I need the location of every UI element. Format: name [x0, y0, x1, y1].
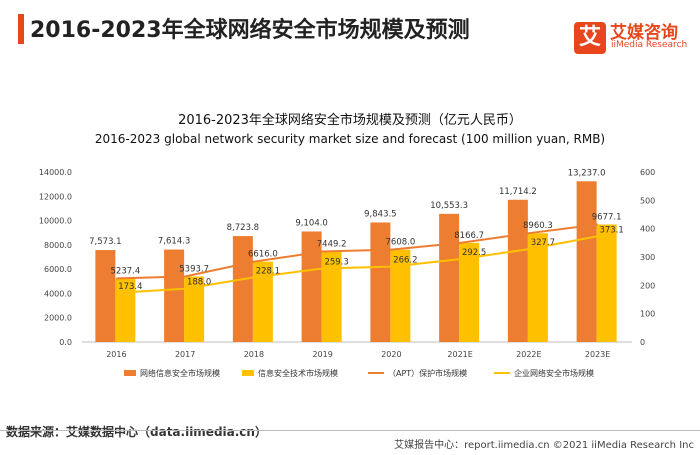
logo-text-en: iiMedia Research	[611, 40, 688, 50]
y-right-tick-label: 0	[640, 338, 645, 347]
x-tick-label: 2016	[106, 350, 126, 359]
legend-label: 信息安全技术市场规模	[258, 368, 338, 378]
y-left-tick-label: 2000.0	[44, 314, 72, 323]
line-enterprise-network-security	[116, 235, 598, 294]
bar-network-info-security	[370, 222, 391, 342]
bar-network-info-security	[164, 249, 185, 342]
iimedia-logo-icon: 艾	[574, 22, 606, 54]
x-tick-label: 2017	[175, 350, 195, 359]
y-right-tick-label: 400	[640, 225, 655, 234]
x-tick-label: 2021E	[447, 350, 472, 359]
data-label-enterprise-network-security: 327.7	[531, 238, 555, 248]
bar-network-info-security	[576, 181, 597, 342]
data-label-network-info-security: 10,553.3	[430, 201, 468, 211]
legend-swatch	[124, 370, 136, 376]
y-left-tick-label: 12000.0	[39, 192, 72, 201]
y-left-tick-label: 14000.0	[39, 168, 72, 177]
title-accent-bar	[18, 14, 24, 44]
data-label-enterprise-network-security: 259.3	[324, 258, 348, 268]
data-label-enterprise-network-security: 266.2	[393, 256, 417, 266]
bar-network-info-security	[95, 250, 116, 342]
y-right-tick-label: 300	[640, 253, 655, 262]
chart-subtitle: 2016-2023 global network security market…	[94, 132, 606, 146]
data-label-network-info-security: 7,614.3	[158, 237, 190, 247]
x-tick-label: 2023E	[585, 350, 610, 359]
data-label-info-security-tech: 5393.7	[179, 265, 209, 275]
data-label-info-security-tech: 6616.0	[248, 250, 278, 260]
bar-info-security-tech	[390, 249, 411, 342]
chart-title: 2016-2023年全球网络安全市场规模及预测（亿元人民币）	[178, 113, 522, 128]
footer-divider	[0, 430, 700, 431]
y-left-tick-label: 4000.0	[44, 289, 72, 298]
page-title: 2016-2023年全球网络安全市场规模及预测	[30, 18, 470, 43]
x-tick-label: 2022E	[516, 350, 541, 359]
bar-info-security-tech	[252, 261, 273, 342]
data-label-enterprise-network-security: 173.4	[118, 282, 142, 292]
legend-label: （APT）保护市场规模	[388, 368, 467, 378]
x-tick-label: 2019	[312, 350, 332, 359]
data-label-info-security-tech: 5237.4	[111, 266, 141, 276]
data-label-info-security-tech: 9677.1	[592, 212, 622, 222]
y-left-tick-label: 0.0	[59, 338, 72, 347]
data-label-enterprise-network-security: 292.5	[462, 248, 486, 258]
bar-info-security-tech	[321, 251, 342, 342]
legend-label: 企业网络安全市场规模	[514, 368, 594, 378]
data-label-enterprise-network-security: 373.1	[599, 225, 623, 235]
data-label-enterprise-network-security: 188.0	[187, 278, 211, 288]
bar-network-info-security	[439, 213, 460, 342]
data-label-info-security-tech: 7449.2	[317, 240, 347, 250]
data-label-info-security-tech: 8166.7	[454, 231, 484, 241]
y-left-tick-label: 10000.0	[39, 217, 72, 226]
data-label-network-info-security: 8,723.8	[227, 223, 259, 233]
data-label-network-info-security: 13,237.0	[568, 168, 606, 178]
copyright: 艾媒报告中心：report.iimedia.cn ©2021 iiMedia R…	[394, 440, 694, 451]
legend-label: 网络信息安全市场规模	[140, 368, 220, 378]
y-left-tick-label: 6000.0	[44, 265, 72, 274]
data-label-info-security-tech: 8960.3	[523, 221, 553, 231]
data-label-enterprise-network-security: 228.1	[256, 266, 280, 276]
data-label-network-info-security: 9,104.0	[295, 218, 327, 228]
bar-network-info-security	[301, 231, 322, 342]
bar-info-security-tech	[184, 276, 205, 342]
bar-info-security-tech	[115, 278, 136, 342]
line-apt-protection	[116, 223, 598, 280]
data-label-network-info-security: 7,573.1	[89, 237, 121, 247]
x-tick-label: 2020	[381, 350, 401, 359]
bar-info-security-tech	[527, 233, 548, 342]
data-label-network-info-security: 11,714.2	[499, 187, 537, 197]
x-tick-label: 2018	[244, 350, 264, 359]
y-right-tick-label: 200	[640, 281, 655, 290]
data-label-info-security-tech: 7608.0	[386, 238, 416, 248]
y-right-tick-label: 100	[640, 310, 655, 319]
bar-info-security-tech	[596, 224, 617, 342]
bar-info-security-tech	[459, 242, 480, 342]
y-left-tick-label: 8000.0	[44, 241, 72, 250]
data-source: 数据来源：艾媒数据中心（data.iimedia.cn）	[6, 425, 267, 439]
logo-text-cn: 艾媒咨询	[610, 23, 678, 43]
y-right-tick-label: 600	[640, 168, 655, 177]
y-right-tick-label: 500	[640, 196, 655, 205]
data-label-network-info-security: 9,843.5	[364, 209, 396, 219]
legend-swatch	[242, 370, 254, 376]
